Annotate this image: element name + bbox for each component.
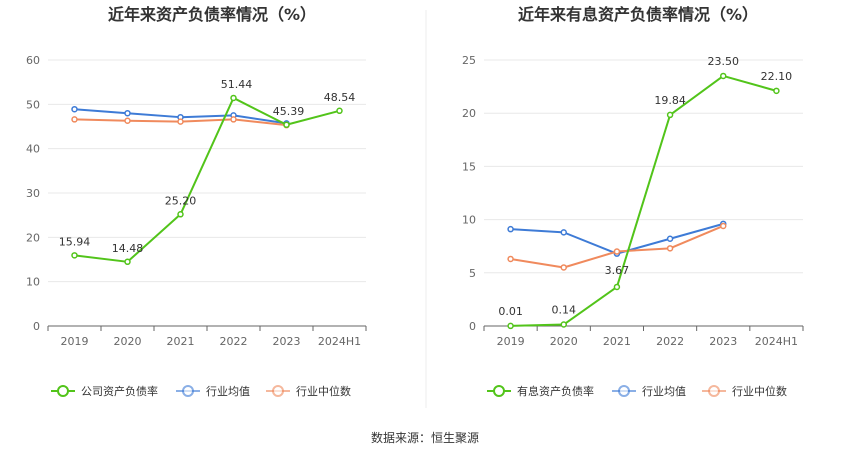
- x-tick-label: 2022: [220, 335, 248, 348]
- data-label: 3.67: [605, 264, 630, 277]
- data-point: [720, 222, 727, 230]
- data-label: 22.10: [761, 70, 793, 83]
- x-tick-label: 2019: [497, 335, 525, 348]
- legend-item[interactable]: 行业中位数: [266, 384, 351, 398]
- source-note: 数据来源：恒生聚源: [371, 430, 479, 445]
- data-point: [560, 321, 567, 328]
- y-tick-label: 10: [462, 214, 476, 227]
- data-point: [124, 117, 131, 124]
- series-line: [510, 74, 777, 327]
- data-point: [560, 229, 567, 236]
- legend-item[interactable]: 行业中位数: [702, 384, 787, 398]
- data-point: [230, 94, 237, 102]
- legend-label: 行业均值: [206, 385, 250, 398]
- legend-item[interactable]: 公司资产负债率: [51, 384, 158, 398]
- data-point: [71, 252, 78, 259]
- y-tick-label: 50: [26, 98, 40, 111]
- y-tick-label: 5: [469, 267, 476, 280]
- data-point: [71, 105, 78, 113]
- chart-panel-debt-ratio: 近年来资产负债率情况（%） 0 10 20 30 40 50 60 2019 2020 2021 2…: [26, 5, 367, 398]
- data-point: [507, 255, 514, 263]
- legend-label: 行业均值: [642, 385, 686, 398]
- x-tick-label: 2024H1: [755, 335, 798, 348]
- data-point: [613, 283, 621, 291]
- series-line: [74, 96, 340, 263]
- chart-panel-interest-debt-ratio: 近年来有息资产负债率情况（%） 0 5 10 15 20 25 2019 2020 2021 20…: [462, 5, 804, 398]
- y-tick-label: 15: [462, 160, 476, 173]
- y-tick-label: 25: [462, 54, 476, 67]
- x-tick-label: 2020: [550, 335, 578, 348]
- data-label: 0.01: [498, 305, 523, 318]
- y-tick-label: 20: [462, 107, 476, 120]
- y-tick-label: 60: [26, 54, 40, 67]
- legend-marker: [272, 385, 284, 397]
- y-tick-label: 20: [26, 231, 40, 244]
- y-tick-label: 0: [469, 320, 476, 333]
- data-point: [720, 72, 727, 80]
- data-label: 25.20: [165, 194, 197, 207]
- data-point: [177, 118, 184, 125]
- x-tick-label: 2019: [61, 335, 89, 348]
- chart-title: 近年来资产负债率情况（%）: [108, 5, 316, 24]
- x-tick-label: 2021: [167, 335, 195, 348]
- legend-label: 有息资产负债率: [517, 384, 594, 398]
- y-tick-label: 10: [26, 276, 40, 289]
- legend-marker: [493, 385, 505, 397]
- legend-item[interactable]: 有息资产负债率: [487, 384, 594, 398]
- legend-marker: [182, 385, 194, 397]
- y-tick-label: 30: [26, 187, 40, 200]
- data-label: 23.50: [708, 55, 740, 68]
- legend-marker: [618, 385, 630, 397]
- data-point: [613, 248, 621, 255]
- data-point: [71, 116, 78, 123]
- data-point: [666, 235, 674, 243]
- legend-label: 行业中位数: [296, 384, 351, 398]
- legend-label: 公司资产负债率: [81, 384, 158, 398]
- legend-item[interactable]: 行业均值: [176, 385, 250, 398]
- y-tick-label: 40: [26, 143, 40, 156]
- data-label: 19.84: [654, 94, 686, 107]
- data-point: [507, 322, 514, 330]
- data-point: [507, 225, 514, 233]
- data-label: 51.44: [221, 78, 253, 91]
- data-point: [283, 121, 290, 129]
- data-point: [336, 107, 343, 115]
- data-point: [666, 111, 674, 119]
- x-tick-label: 2022: [656, 335, 684, 348]
- data-point: [124, 109, 131, 117]
- data-label: 48.54: [324, 91, 356, 104]
- x-tick-label: 2023: [709, 335, 737, 348]
- chart-title: 近年来有息资产负债率情况（%）: [518, 5, 758, 24]
- data-label: 15.94: [59, 235, 91, 248]
- data-point: [666, 245, 674, 252]
- data-point: [230, 116, 237, 123]
- data-label: 0.14: [552, 304, 577, 317]
- x-tick-label: 2024H1: [318, 335, 361, 348]
- legend-item[interactable]: 行业均值: [612, 385, 686, 398]
- x-tick-label: 2021: [603, 335, 631, 348]
- data-label: 45.39: [273, 105, 305, 118]
- data-label: 14.48: [112, 242, 144, 255]
- y-tick-label: 0: [33, 320, 40, 333]
- legend-marker: [57, 385, 69, 397]
- data-point: [124, 258, 131, 266]
- x-tick-label: 2023: [273, 335, 301, 348]
- data-point: [177, 211, 184, 218]
- data-point: [773, 87, 780, 95]
- x-tick-label: 2020: [114, 335, 142, 348]
- data-point: [560, 264, 567, 271]
- legend-label: 行业中位数: [732, 384, 787, 398]
- legend-marker: [708, 385, 720, 397]
